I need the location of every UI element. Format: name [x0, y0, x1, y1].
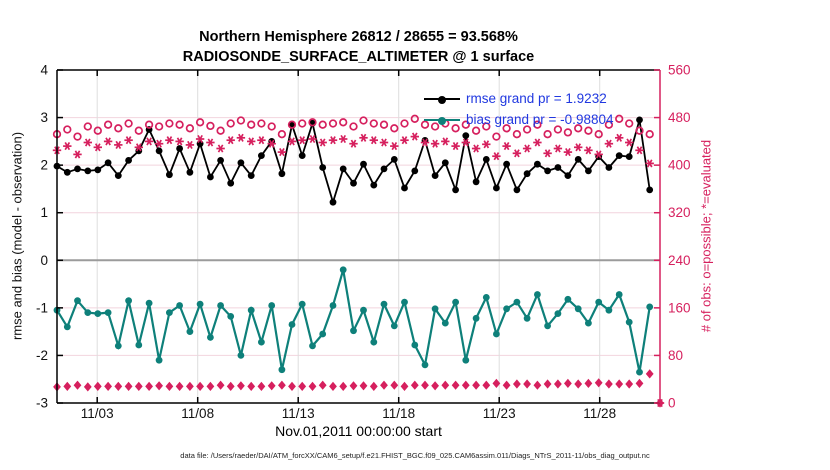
- svg-text:400: 400: [668, 158, 691, 173]
- svg-text:11/13: 11/13: [282, 406, 315, 421]
- svg-text:80: 80: [668, 348, 683, 363]
- legend-label-rmse: rmse grand pr = 1.9232: [466, 91, 607, 106]
- svg-text:3: 3: [40, 110, 48, 125]
- bias-series: [53, 266, 654, 376]
- y-axis-label-left: rmse and bias (model - observation): [9, 131, 25, 341]
- y-axis-label-right: # of obs: o=possible; *=evaluated: [698, 139, 714, 333]
- legend-item-bias: bias grand pr = -0.98804: [424, 109, 613, 130]
- svg-text:2: 2: [40, 158, 48, 173]
- data-file-caption: data file: /Users/raeder/DAI/ATM_forcXX/…: [180, 451, 650, 460]
- svg-text:11/18: 11/18: [382, 406, 415, 421]
- bias-line-sample-icon: [424, 116, 460, 125]
- svg-text:0: 0: [40, 253, 48, 268]
- svg-text:160: 160: [668, 300, 691, 315]
- svg-text:4: 4: [40, 63, 48, 78]
- svg-text:11/23: 11/23: [483, 406, 516, 421]
- num_obs_evaluated-series: [52, 132, 665, 408]
- svg-text:0: 0: [668, 396, 676, 411]
- num_obs_diamond-series: [53, 369, 664, 408]
- rmse-line-sample-icon: [424, 95, 460, 104]
- legend-label-bias: bias grand pr = -0.98804: [466, 112, 614, 127]
- svg-text:480: 480: [668, 110, 691, 125]
- svg-text:240: 240: [668, 253, 691, 268]
- svg-text:-1: -1: [36, 300, 48, 315]
- chart-title: Northern Hemisphere 26812 / 28655 = 93.5…: [199, 29, 518, 45]
- svg-text:11/03: 11/03: [81, 406, 114, 421]
- svg-text:-2: -2: [36, 348, 48, 363]
- chart-subtitle: RADIOSONDE_SURFACE_ALTIMETER @ 1 surface: [182, 49, 535, 65]
- legend: rmse grand pr = 1.9232 bias grand pr = -…: [424, 88, 613, 130]
- svg-text:11/28: 11/28: [583, 406, 616, 421]
- svg-text:-3: -3: [36, 396, 48, 411]
- legend-item-rmse: rmse grand pr = 1.9232: [424, 88, 613, 109]
- x-axis-label: Nov.01,2011 00:00:00 start: [275, 423, 442, 439]
- svg-text:320: 320: [668, 205, 691, 220]
- svg-text:560: 560: [668, 63, 691, 78]
- chart-title-block: Northern Hemisphere 26812 / 28655 = 93.5…: [57, 27, 660, 67]
- svg-text:1: 1: [40, 205, 48, 220]
- svg-text:11/08: 11/08: [181, 406, 214, 421]
